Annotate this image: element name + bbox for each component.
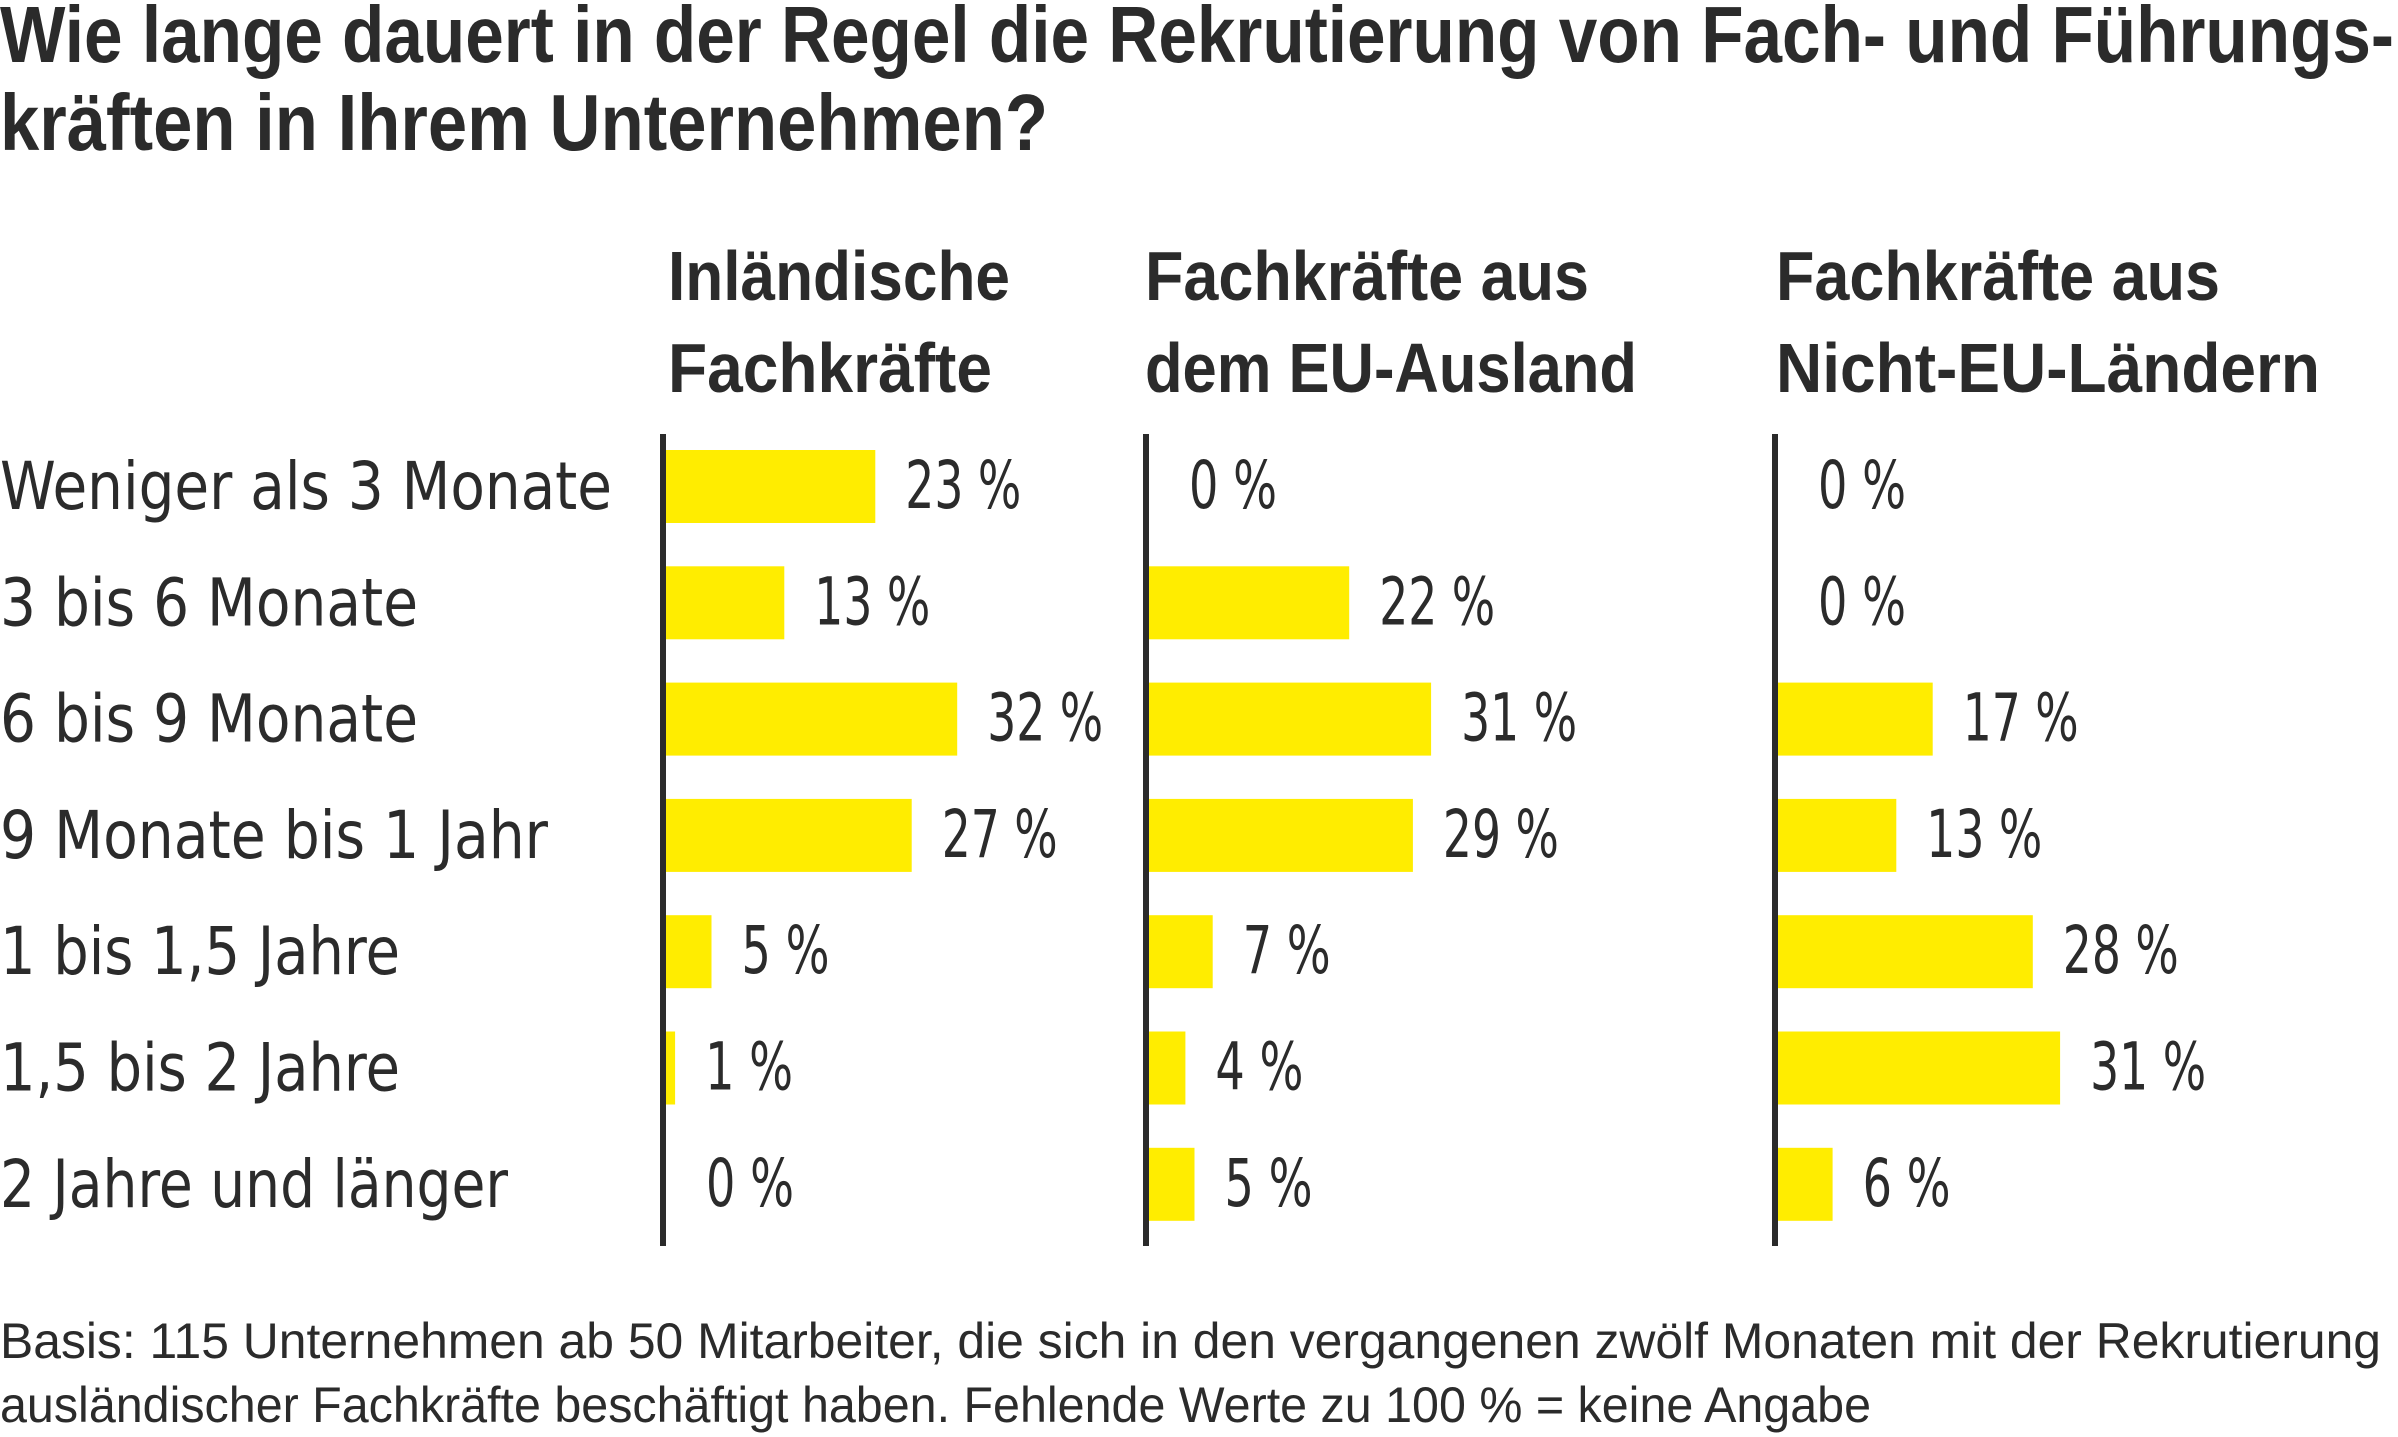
data-label: 5 %	[1225, 1145, 1313, 1222]
bar	[666, 798, 912, 872]
data-label: 28 %	[2063, 912, 2179, 989]
chart-title-line-1: Wie lange dauert in der Regel die Rekrut…	[0, 0, 2394, 79]
footnote-line-1: Basis: 115 Unternehmen ab 50 Mitarbeiter…	[0, 1313, 2381, 1369]
bar	[1778, 1147, 1833, 1221]
bar	[1778, 1031, 2061, 1105]
bar	[666, 915, 712, 989]
data-label: 17 %	[1963, 680, 2079, 757]
chart-title: Wie lange dauert in der Regel die Rekrut…	[0, 0, 2394, 167]
data-label: 13 %	[1926, 796, 2042, 873]
bar	[1778, 682, 1933, 756]
series-panel: 23 % 13 % 32 % 27 % 5 % 1 % 0 %	[660, 434, 1103, 1246]
data-label: 1 %	[705, 1029, 793, 1106]
data-label: 0 %	[1818, 563, 1906, 640]
bar	[666, 450, 876, 523]
bar	[1778, 798, 1897, 872]
data-label: 32 %	[987, 680, 1103, 757]
category-axis-line	[1772, 434, 1778, 1246]
category-label: 1,5 bis 2 Jahre	[0, 1030, 400, 1107]
series-header-line: dem EU-Ausland	[1145, 329, 1637, 407]
bar	[666, 682, 958, 756]
bar-panels: 23 % 13 % 32 % 27 % 5 % 1 % 0 % 0 % 22 % 31 % 29 %…	[660, 434, 2206, 1246]
category-label: 6 bis 9 Monate	[0, 681, 418, 758]
category-labels: Weniger als 3 Monate 3 bis 6 Monate 6 bis …	[0, 448, 612, 1223]
data-label: 6 %	[1863, 1145, 1951, 1222]
bar	[1149, 566, 1350, 640]
series-header-line: Fachkräfte	[668, 329, 992, 407]
bar	[1778, 915, 2033, 989]
category-label: 9 Monate bis 1 Jahr	[0, 797, 549, 874]
data-label: 27 %	[942, 796, 1058, 873]
category-label: 3 bis 6 Monate	[0, 564, 418, 641]
data-label: 7 %	[1243, 912, 1331, 989]
bar	[666, 566, 785, 640]
data-label: 4 %	[1215, 1029, 1303, 1106]
data-label: 0 %	[1818, 447, 1906, 524]
data-label: 13 %	[814, 563, 930, 640]
bar	[1149, 682, 1432, 756]
bar	[1149, 1147, 1195, 1221]
bar	[1149, 798, 1413, 872]
bar	[1149, 915, 1213, 989]
bar	[1149, 1031, 1186, 1105]
data-label: 23 %	[905, 447, 1021, 524]
series-header-line: Fachkräfte aus	[1145, 237, 1589, 315]
category-label: 1 bis 1,5 Jahre	[0, 913, 400, 990]
data-label: 31 %	[2090, 1029, 2206, 1106]
series-panel: 0 % 22 % 31 % 29 % 7 % 4 % 5 %	[1143, 434, 1577, 1246]
category-label: 2 Jahre und länger	[0, 1146, 509, 1223]
series-panel: 0 % 0 % 17 % 13 % 28 % 31 % 6 %	[1772, 434, 2206, 1246]
chart-title-line-2: kräften in Ihrem Unternehmen?	[0, 78, 1048, 167]
data-label: 31 %	[1461, 680, 1577, 757]
data-label: 29 %	[1443, 796, 1559, 873]
data-label: 22 %	[1379, 563, 1495, 640]
series-header-line: Fachkräfte aus	[1776, 237, 2220, 315]
column-headers: Inländische Fachkräfte Fachkräfte aus dem E…	[668, 237, 2320, 407]
data-label: 5 %	[742, 912, 830, 989]
data-label: 0 %	[706, 1145, 794, 1222]
series-header-line: Nicht-EU-Ländern	[1776, 329, 2320, 407]
category-axis-line	[1143, 434, 1149, 1246]
data-label: 0 %	[1189, 447, 1277, 524]
series-header-line: Inländische	[668, 237, 1010, 315]
category-axis-line	[660, 434, 666, 1246]
footnote: Basis: 115 Unternehmen ab 50 Mitarbeiter…	[0, 1313, 2381, 1433]
bar	[666, 1031, 676, 1105]
footnote-line-2: ausländischer Fachkräfte beschäftigt hab…	[0, 1377, 1871, 1433]
category-label: Weniger als 3 Monate	[0, 448, 612, 525]
